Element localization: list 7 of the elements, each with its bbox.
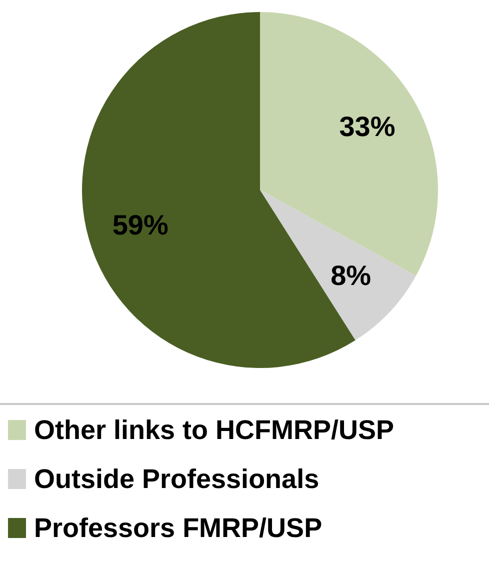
pie-slice xyxy=(260,190,416,340)
legend-label: Other links to HCFMRP/USP xyxy=(34,415,394,445)
legend-label: Professors FMRP/USP xyxy=(34,513,322,543)
data-label: 8% xyxy=(330,260,372,291)
data-label: 59% xyxy=(112,209,168,240)
legend-label: Outside Professionals xyxy=(34,464,320,494)
data-label: 33% xyxy=(339,111,396,142)
